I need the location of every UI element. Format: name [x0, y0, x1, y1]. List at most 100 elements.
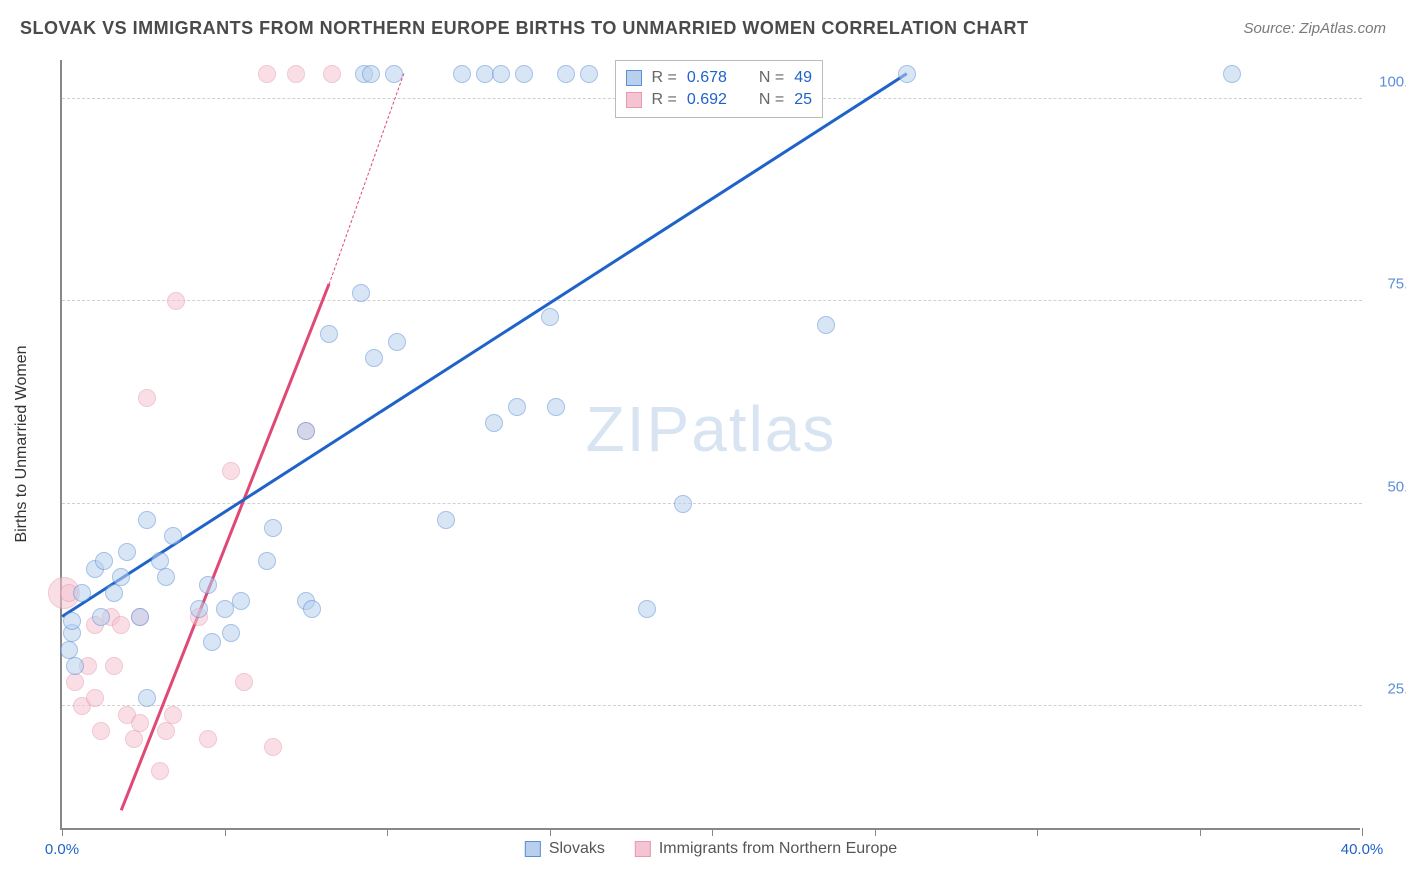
x-tick	[1200, 828, 1201, 836]
data-point	[638, 600, 656, 618]
data-point	[203, 633, 221, 651]
data-point	[365, 349, 383, 367]
x-tick	[712, 828, 713, 836]
data-point	[508, 398, 526, 416]
data-point	[492, 65, 510, 83]
data-point	[437, 511, 455, 529]
chart-container: SLOVAK VS IMMIGRANTS FROM NORTHERN EUROP…	[0, 0, 1406, 892]
data-point	[323, 65, 341, 83]
data-point	[151, 762, 169, 780]
data-point	[112, 616, 130, 634]
y-axis-label: Births to Unmarried Women	[13, 345, 31, 542]
data-point	[1223, 65, 1241, 83]
x-tick-label: 0.0%	[45, 841, 79, 858]
legend-label: Slovaks	[549, 840, 605, 858]
data-point	[131, 714, 149, 732]
source-attribution: Source: ZipAtlas.com	[1243, 20, 1386, 37]
data-point	[112, 568, 130, 586]
x-tick-label: 40.0%	[1341, 841, 1384, 858]
data-point	[164, 527, 182, 545]
data-point	[105, 584, 123, 602]
data-point	[216, 600, 234, 618]
data-point	[557, 65, 575, 83]
data-point	[515, 65, 533, 83]
n-value: 25	[794, 89, 812, 111]
data-point	[580, 65, 598, 83]
data-point	[222, 462, 240, 480]
gridline	[62, 300, 1362, 301]
data-point	[190, 600, 208, 618]
y-tick-label: 100.0%	[1370, 73, 1406, 90]
data-point	[157, 722, 175, 740]
trendline	[328, 74, 404, 285]
gridline	[62, 503, 1362, 504]
data-point	[485, 414, 503, 432]
legend-item: Slovaks	[525, 840, 605, 858]
legend-swatch	[635, 841, 651, 857]
data-point	[232, 592, 250, 610]
data-point	[362, 65, 380, 83]
x-tick	[875, 828, 876, 836]
r-label: R =	[652, 89, 677, 111]
data-point	[258, 65, 276, 83]
data-point	[320, 325, 338, 343]
plot-area: Births to Unmarried Women ZIPatlas 25.0%…	[60, 60, 1360, 830]
legend-stats-row: R = 0.678 N = 49	[626, 67, 813, 89]
data-point	[817, 316, 835, 334]
data-point	[118, 543, 136, 561]
data-point	[86, 689, 104, 707]
data-point	[674, 495, 692, 513]
r-label: R =	[652, 67, 677, 89]
data-point	[66, 673, 84, 691]
y-tick-label: 75.0%	[1370, 276, 1406, 293]
trendline	[61, 72, 907, 617]
data-point	[63, 612, 81, 630]
data-point	[547, 398, 565, 416]
legend-series: Slovaks Immigrants from Northern Europe	[525, 840, 897, 858]
x-tick	[1362, 828, 1363, 836]
y-tick-label: 25.0%	[1370, 681, 1406, 698]
data-point	[385, 65, 403, 83]
data-point	[541, 308, 559, 326]
data-point	[264, 519, 282, 537]
gridline	[62, 705, 1362, 706]
data-point	[297, 422, 315, 440]
data-point	[287, 65, 305, 83]
data-point	[388, 333, 406, 351]
data-point	[125, 730, 143, 748]
data-point	[157, 568, 175, 586]
r-value: 0.692	[687, 89, 727, 111]
data-point	[105, 657, 123, 675]
legend-item: Immigrants from Northern Europe	[635, 840, 897, 858]
data-point	[453, 65, 471, 83]
data-point	[352, 284, 370, 302]
x-tick	[225, 828, 226, 836]
n-value: 49	[794, 67, 812, 89]
data-point	[167, 292, 185, 310]
data-point	[138, 511, 156, 529]
data-point	[303, 600, 321, 618]
data-point	[95, 552, 113, 570]
n-label: N =	[759, 67, 784, 89]
data-point	[138, 689, 156, 707]
data-point	[92, 722, 110, 740]
r-value: 0.678	[687, 67, 727, 89]
data-point	[138, 389, 156, 407]
data-point	[264, 738, 282, 756]
legend-stats: R = 0.678 N = 49 R = 0.692 N = 25	[615, 60, 824, 118]
legend-stats-row: R = 0.692 N = 25	[626, 89, 813, 111]
x-tick	[1037, 828, 1038, 836]
watermark-atlas: atlas	[691, 393, 836, 465]
legend-swatch	[525, 841, 541, 857]
data-point	[92, 608, 110, 626]
data-point	[199, 730, 217, 748]
x-tick	[550, 828, 551, 836]
trendline	[119, 283, 329, 811]
data-point	[66, 657, 84, 675]
y-tick-label: 50.0%	[1370, 478, 1406, 495]
n-label: N =	[759, 89, 784, 111]
watermark: ZIPatlas	[586, 392, 837, 466]
x-tick	[62, 828, 63, 836]
watermark-zip: ZIP	[586, 393, 692, 465]
data-point	[898, 65, 916, 83]
